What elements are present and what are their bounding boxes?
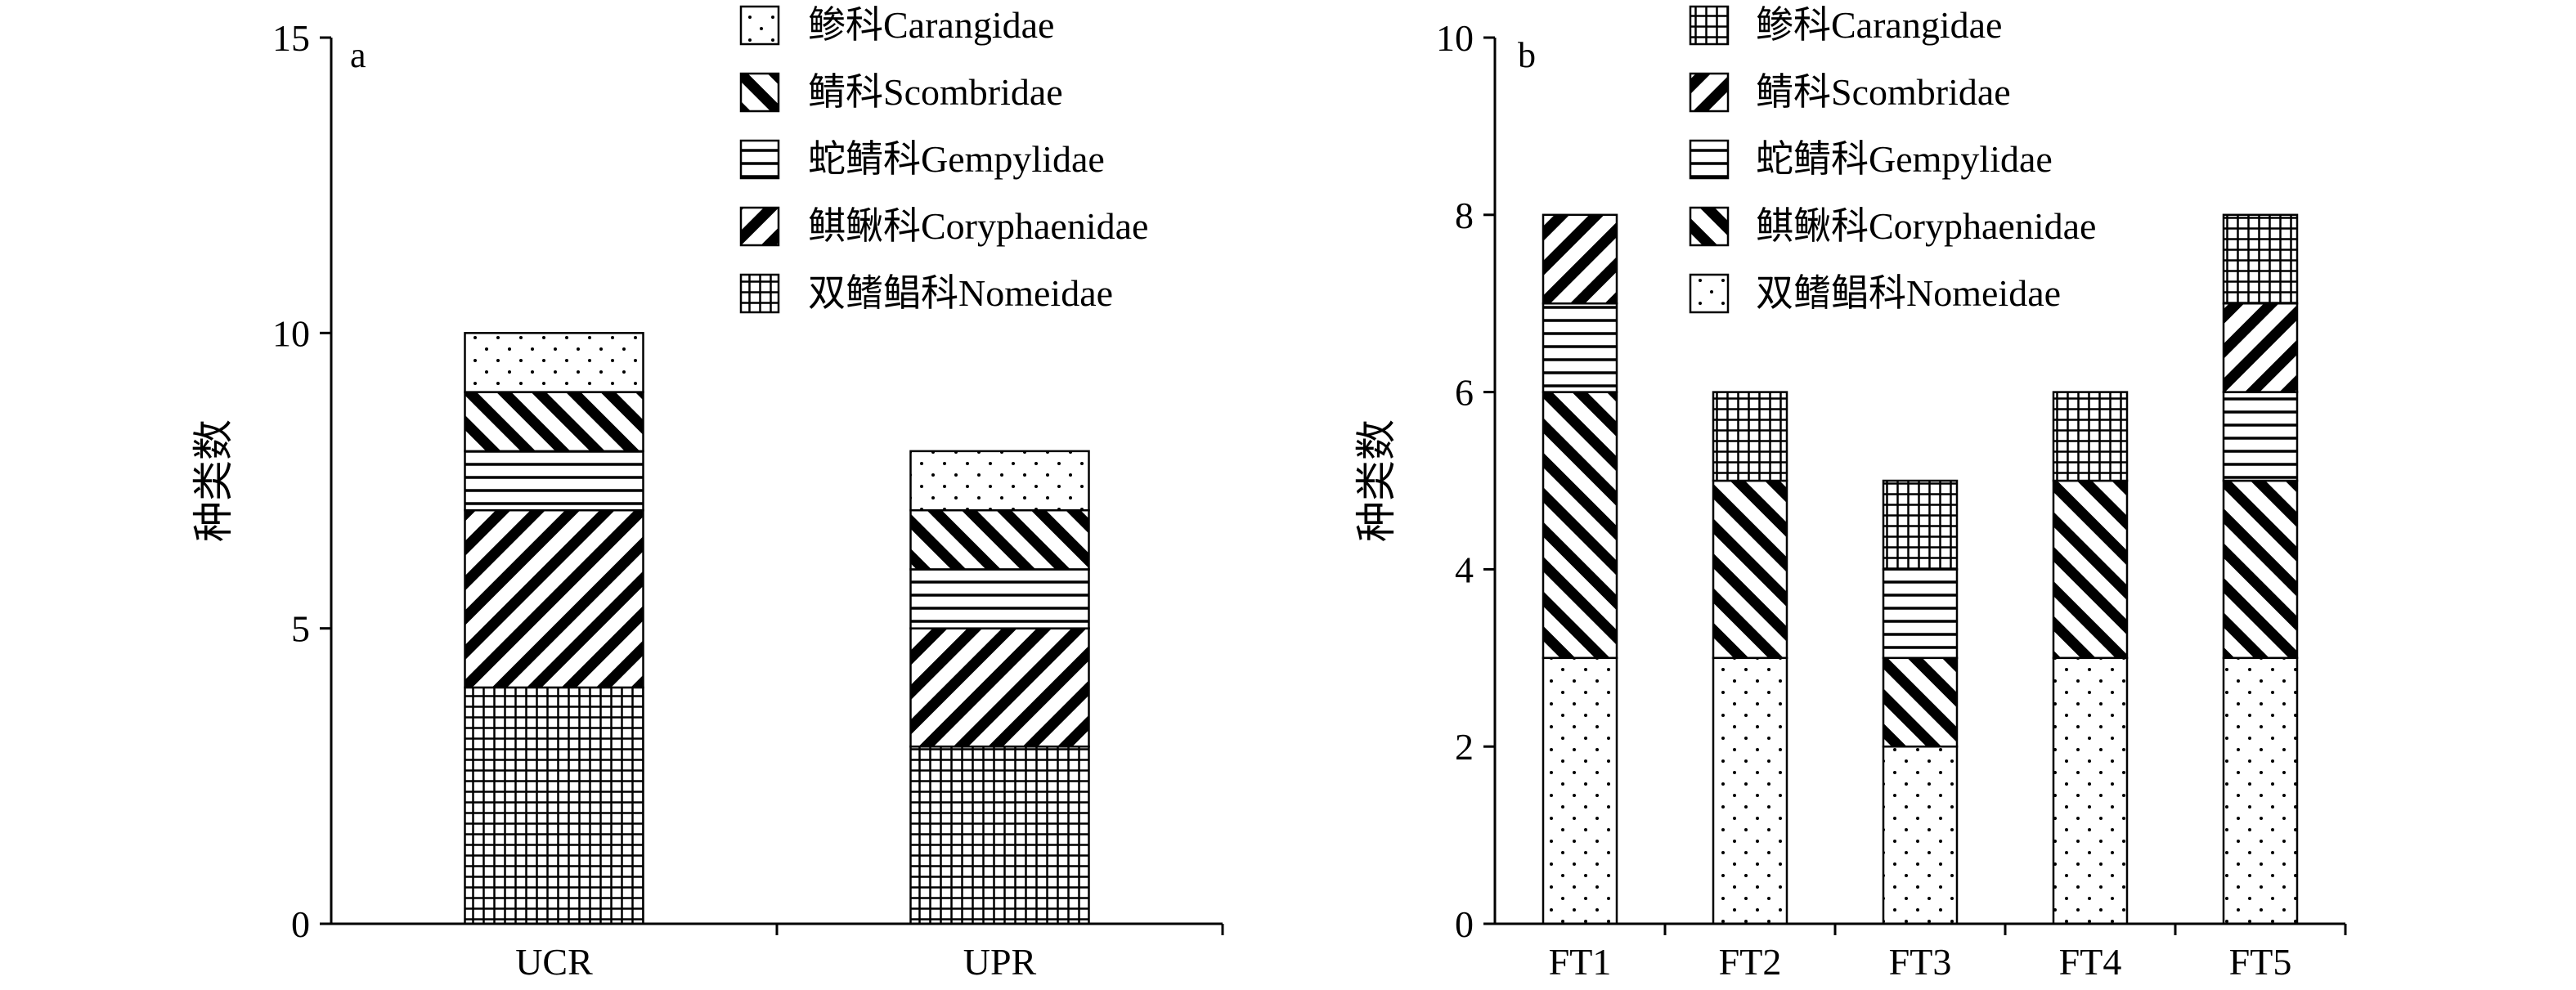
bar-segment: [1882, 656, 1959, 748]
legend-swatch: [1689, 139, 1730, 180]
bar-segment: [2222, 656, 2299, 925]
y-tick-label: 0: [1455, 903, 1474, 945]
bar-segment: [1882, 745, 1959, 925]
bar-segment: [464, 508, 644, 689]
bar-segment: [464, 686, 644, 925]
legend-swatch: [739, 72, 780, 113]
legend-swatch: [1689, 206, 1730, 247]
legend-swatch: [1689, 273, 1730, 314]
bar-segment: [1712, 391, 1788, 482]
x-tick-label: FT4: [2059, 941, 2122, 983]
bar-segment: [2222, 302, 2299, 393]
bar-segment: [1542, 213, 1618, 305]
bar-segment: [909, 450, 1090, 512]
x-tick-label: UCR: [515, 941, 593, 983]
legend-entry: 蛇鲭科Gempylidae: [808, 138, 1105, 180]
bar-segment: [1712, 479, 1788, 660]
panel-label: a: [350, 35, 366, 75]
legend-entry: 鲯鳅科Coryphaenidae: [808, 205, 1148, 247]
y-tick-label: 5: [291, 608, 310, 650]
legend-swatch: [739, 139, 780, 180]
y-tick-label: 15: [272, 17, 310, 59]
y-tick-label: 8: [1455, 195, 1474, 236]
legend-entry: 双鳍鲳科Nomeidae: [808, 272, 1113, 314]
legend: 鲹科Carangidae 鲭科Scombridae 蛇鲭科Gempylidae 鲯鳅科…: [739, 4, 1148, 314]
y-tick-label: 4: [1455, 549, 1474, 590]
legend-entry: 鲭科Scombridae: [1756, 71, 2011, 113]
panel-label: b: [1518, 35, 1536, 75]
y-tick-label: 6: [1455, 372, 1474, 414]
bar-segment: [1882, 568, 1959, 660]
y-tick-label: 10: [1436, 17, 1474, 59]
bar-segment: [2222, 479, 2299, 660]
x-tick-label: FT1: [1549, 941, 1612, 983]
x-tick-label: FT5: [2229, 941, 2292, 983]
legend-entry: 鲭科Scombridae: [808, 71, 1063, 113]
y-tick-label: 0: [291, 903, 310, 945]
legend-entry: 鲯鳅科Coryphaenidae: [1756, 205, 2096, 247]
legend-entry: 双鳍鲳科Nomeidae: [1756, 272, 2061, 314]
x-tick-label: FT2: [1719, 941, 1782, 983]
bar-segment: [464, 332, 644, 393]
chart-panel-b: FT1 FT2 FT3 FT4 FT5 0 2 4 6 8 10 b 种类数 鲹科Carangidae 鲭科…: [1353, 4, 2347, 983]
legend-entry: 鲹科Carangidae: [1756, 4, 2002, 46]
bar-segment: [2052, 656, 2129, 925]
bar-segment: [2222, 391, 2299, 482]
bar-segment: [909, 627, 1090, 748]
bar-segment: [909, 745, 1090, 925]
chart-panel-a: UCR UPR 0 5 10 15 a 种类数 鲹科Carangidae 鲭科Scombridae…: [191, 4, 1224, 983]
bar-segment: [1712, 656, 1788, 925]
bar-segment: [2052, 391, 2129, 482]
bar-segment: [1542, 656, 1618, 925]
y-axis-label: 种类数: [1353, 419, 1399, 542]
legend-swatch: [739, 273, 780, 314]
legend: 鲹科Carangidae 鲭科Scombridae 蛇鲭科Gempylidae 鲯鳅科…: [1689, 4, 2096, 314]
bar-segment: [1542, 391, 1618, 660]
x-tick-label: FT3: [1889, 941, 1952, 983]
bar-segment: [464, 450, 644, 512]
legend-swatch: [1689, 5, 1730, 46]
legend-swatch: [1689, 72, 1730, 113]
bar-segment: [1882, 479, 1959, 571]
legend-entry: 蛇鲭科Gempylidae: [1756, 138, 2053, 180]
legend-swatch: [739, 206, 780, 247]
bar-segment: [1542, 302, 1618, 393]
y-tick-label: 2: [1455, 726, 1474, 768]
bar-segment: [464, 391, 644, 453]
y-axis-label: 种类数: [191, 419, 236, 542]
bar-segment: [909, 508, 1090, 571]
legend-entry: 鲹科Carangidae: [808, 4, 1054, 46]
bar-segment: [2222, 213, 2299, 305]
bar-segment: [909, 568, 1090, 629]
legend-swatch: [739, 5, 780, 46]
bar-segment: [2052, 479, 2129, 660]
x-tick-label: UPR: [963, 941, 1037, 983]
y-tick-label: 10: [272, 312, 310, 354]
